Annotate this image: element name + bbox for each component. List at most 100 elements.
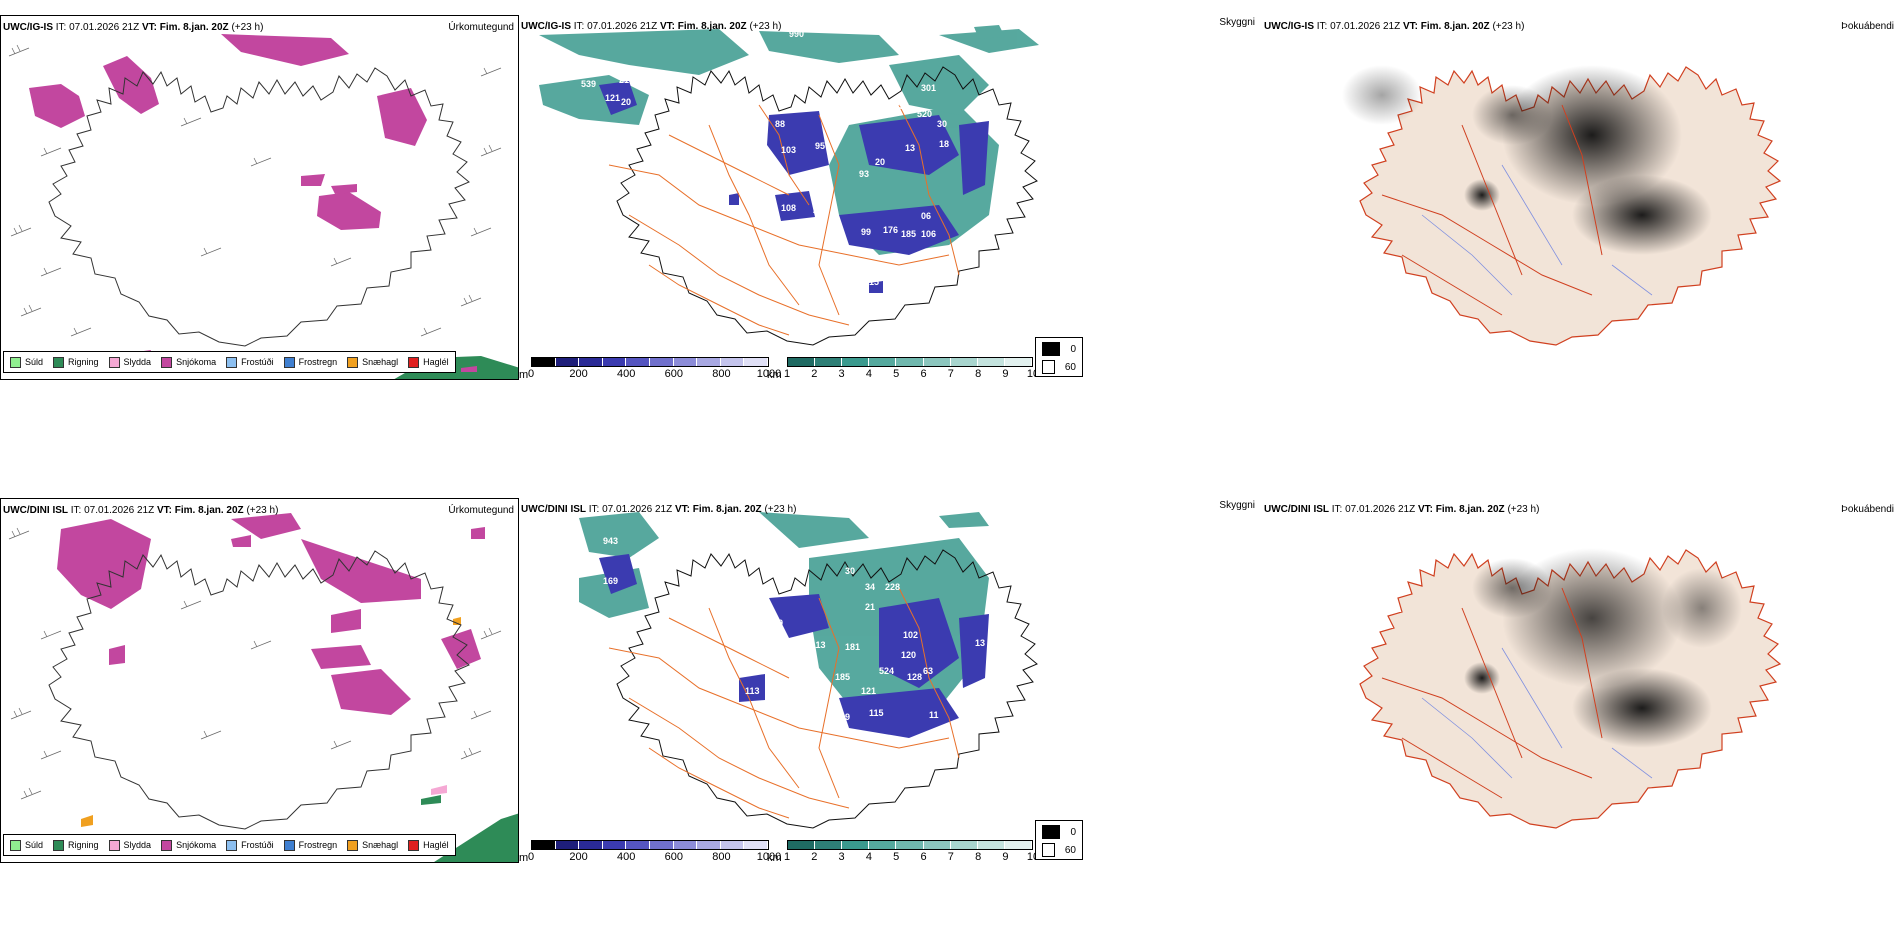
cloud-label: 18 xyxy=(939,139,949,149)
legend-item: Slydda xyxy=(108,356,151,368)
precip-legend: Súld Rigning Slydda Snjókoma Frostúði Fr… xyxy=(3,351,456,373)
cloud-label: 102 xyxy=(903,630,918,640)
cloudbase-labels: 943 20 169 30 34 228 21 79 72 113 181 10… xyxy=(603,536,985,744)
snow-grain-swatch xyxy=(347,356,359,368)
panel-title: Úrkomutegund xyxy=(448,22,514,33)
snow-grain-swatch xyxy=(347,839,359,851)
drizzle-swatch xyxy=(10,839,21,851)
hail-swatch xyxy=(408,839,420,851)
panel-title: Skyggni xyxy=(1219,17,1255,28)
cloud-label: 120 xyxy=(901,650,916,660)
cloud-label: 30 xyxy=(937,119,947,129)
precip-type-map-top xyxy=(8,34,518,379)
panel-header: UWC/IG-IS IT: 07.01.2026 21Z VT: Fim. 8.… xyxy=(1264,21,1525,32)
cloud-label: 13 xyxy=(975,638,985,648)
cloud-label: 121 xyxy=(861,686,876,696)
cloud-label: 169 xyxy=(603,576,618,586)
fog-index-legend: 0 60 xyxy=(1035,337,1083,377)
rain-swatch xyxy=(53,839,65,851)
legend-item: Frostregn xyxy=(283,839,337,851)
cloud-label: 113 xyxy=(745,686,760,696)
sleet-swatch xyxy=(108,839,120,851)
cloud-label: 539 xyxy=(581,79,596,89)
cloudbase-visibility-panel-bottom: 943 20 169 30 34 228 21 79 72 113 181 10… xyxy=(519,498,1259,863)
panel-title: Úrkomutegund xyxy=(448,505,514,516)
legend-item: Rigning xyxy=(53,839,99,851)
cloud-label: 228 xyxy=(885,582,900,592)
cloudbase-visibility-map-bottom: 943 20 169 30 34 228 21 79 72 113 181 10… xyxy=(579,512,1038,829)
cloud-label: 93 xyxy=(859,169,869,179)
precip-type-panel-top: UWC/IG-IS IT: 07.01.2026 21Z VT: Fim. 8.… xyxy=(0,15,519,380)
panel-header: UWC/IG-IS IT: 07.01.2026 21Z VT: Fim. 8.… xyxy=(521,21,782,32)
freezing-rain-swatch xyxy=(283,356,295,368)
cloud-label: 176 xyxy=(883,225,898,235)
cloud-label: 72 xyxy=(781,640,791,650)
panel-title: Skyggni xyxy=(1219,500,1255,511)
cloud-label: 24 xyxy=(871,734,881,744)
drizzle-swatch xyxy=(10,356,21,368)
fog-index-panel-top: UWC/IG-IS IT: 07.01.2026 21Z VT: Fim. 8.… xyxy=(1262,15,1900,380)
cloud-label: 109 xyxy=(835,712,850,722)
cloud-label: 185 xyxy=(835,672,850,682)
legend-item: Snjókoma xyxy=(161,356,216,368)
legend-item: Súld xyxy=(10,839,43,851)
cloud-label: 113 xyxy=(811,640,826,650)
panel-header: UWC/IG-IS IT: 07.01.2026 21Z VT: Fim. 8.… xyxy=(3,22,264,33)
cloud-label: 06 xyxy=(921,211,931,221)
cloud-label: 34 xyxy=(865,582,875,592)
panel-header: UWC/DINI ISL IT: 07.01.2026 21Z VT: Fim.… xyxy=(3,505,279,516)
cloud-label: 520 xyxy=(917,109,932,119)
precip-legend: Súld Rigning Slydda Snjókoma Frostúði Fr… xyxy=(3,834,456,856)
cloud-label: 15 xyxy=(869,277,879,287)
cloudbase-visibility-map-top: 990 539 21 121 20 88 95 103 10 50 301 52… xyxy=(539,25,1039,346)
cloud-label: 20 xyxy=(621,97,631,107)
panel-header: UWC/DINI ISL IT: 07.01.2026 21Z VT: Fim.… xyxy=(1264,504,1540,515)
cloud-label: 10 xyxy=(855,105,865,115)
cloud-label: 990 xyxy=(789,29,804,39)
legend-item: Haglél xyxy=(408,839,449,851)
cloud-label: 524 xyxy=(879,666,894,676)
cloud-label: 20 xyxy=(875,157,885,167)
panel-title: Þokuábendi xyxy=(1841,504,1894,515)
cloud-label: 121 xyxy=(605,93,620,103)
legend-item: Snæhagl xyxy=(347,839,398,851)
legend-item: Haglél xyxy=(408,356,449,368)
cloud-label: 11 xyxy=(929,710,939,720)
cloud-label: 116 xyxy=(829,231,844,241)
fog-index-panel-bottom: UWC/DINI ISL IT: 07.01.2026 21Z VT: Fim.… xyxy=(1262,498,1900,863)
legend-item: Frostúði xyxy=(226,839,274,851)
cloudbase-colorbar: m 0 200 400 600 800 1000 xyxy=(519,840,781,863)
snow-swatch xyxy=(161,839,173,851)
cloud-label: 943 xyxy=(603,536,618,546)
snow-swatch xyxy=(161,356,173,368)
cloud-label: 23 xyxy=(865,249,875,259)
fog-index-map-top xyxy=(1342,65,1781,346)
cloud-label: 21 xyxy=(865,602,875,612)
legend-item: Slydda xyxy=(108,839,151,851)
rain-swatch xyxy=(53,356,65,368)
freezing-rain-swatch xyxy=(283,839,295,851)
cloud-label: 301 xyxy=(921,83,936,93)
cloud-label: 99 xyxy=(861,227,871,237)
visibility-colorbar: km 1 2 3 4 5 6 7 8 9 10 xyxy=(767,840,1039,863)
cloud-label: 88 xyxy=(775,119,785,129)
legend-item: Snjókoma xyxy=(161,839,216,851)
cloud-label: 128 xyxy=(907,672,922,682)
cloudbase-labels: 990 539 21 121 20 88 95 103 10 50 301 52… xyxy=(581,29,949,287)
precip-type-map-bottom xyxy=(8,513,518,862)
cloud-label: 201 xyxy=(813,205,828,215)
cloud-label: 79 xyxy=(773,618,783,628)
cloud-label: 115 xyxy=(869,708,884,718)
fog-index-map-bottom xyxy=(1359,548,1781,829)
cloud-label: 103 xyxy=(781,145,796,155)
sleet-swatch xyxy=(108,356,120,368)
cloud-label: 95 xyxy=(815,141,825,151)
cloud-label: 21 xyxy=(619,75,629,85)
cloud-label: 23 xyxy=(815,219,825,229)
cloud-label: 106 xyxy=(921,229,936,239)
precip-type-panel-bottom: UWC/DINI ISL IT: 07.01.2026 21Z VT: Fim.… xyxy=(0,498,519,863)
legend-item: Frostregn xyxy=(283,356,337,368)
panel-title: Þokuábendi xyxy=(1841,21,1894,32)
legend-item: Rigning xyxy=(53,356,99,368)
cloud-label: 30 xyxy=(845,566,855,576)
